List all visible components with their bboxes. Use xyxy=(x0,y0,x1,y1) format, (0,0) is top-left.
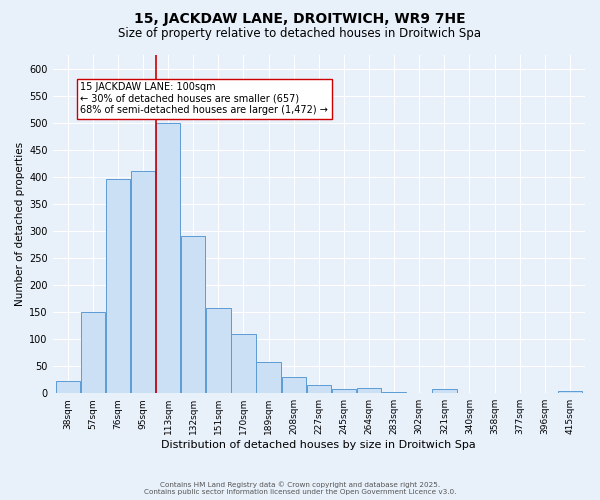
Text: Contains HM Land Registry data © Crown copyright and database right 2025.
Contai: Contains HM Land Registry data © Crown c… xyxy=(144,482,456,495)
Bar xyxy=(206,308,230,393)
Y-axis label: Number of detached properties: Number of detached properties xyxy=(15,142,25,306)
Bar xyxy=(357,388,381,393)
X-axis label: Distribution of detached houses by size in Droitwich Spa: Distribution of detached houses by size … xyxy=(161,440,476,450)
Bar xyxy=(232,334,256,393)
Bar xyxy=(80,312,105,393)
Text: 15, JACKDAW LANE, DROITWICH, WR9 7HE: 15, JACKDAW LANE, DROITWICH, WR9 7HE xyxy=(134,12,466,26)
Text: 15 JACKDAW LANE: 100sqm
← 30% of detached houses are smaller (657)
68% of semi-d: 15 JACKDAW LANE: 100sqm ← 30% of detache… xyxy=(80,82,328,116)
Bar xyxy=(106,180,130,393)
Bar xyxy=(181,236,205,393)
Bar xyxy=(256,362,281,393)
Bar xyxy=(382,392,406,393)
Bar xyxy=(56,382,80,393)
Bar xyxy=(156,122,181,393)
Bar xyxy=(432,389,457,393)
Bar xyxy=(281,377,306,393)
Bar xyxy=(131,172,155,393)
Text: Size of property relative to detached houses in Droitwich Spa: Size of property relative to detached ho… xyxy=(119,28,482,40)
Bar xyxy=(307,384,331,393)
Bar xyxy=(332,389,356,393)
Bar xyxy=(558,390,582,393)
